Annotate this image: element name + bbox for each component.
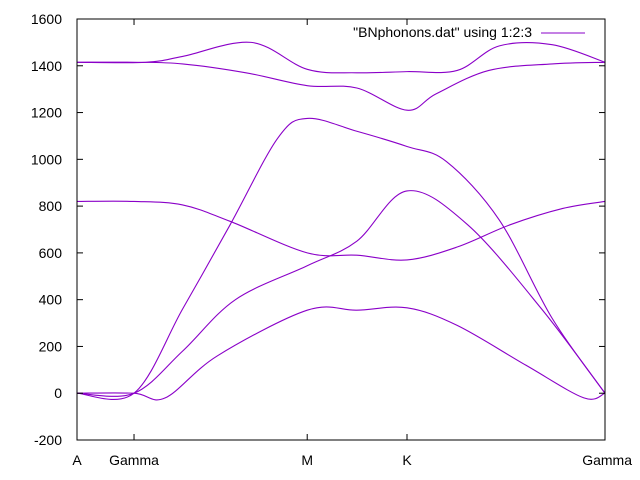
x-axis: A Gamma M K Gamma — [72, 19, 632, 468]
y-tick-label: 0 — [54, 385, 62, 401]
band-line-4 — [76, 200, 606, 261]
y-tick-label: 1200 — [31, 105, 62, 121]
x-tick-label: Gamma — [109, 452, 159, 468]
band-line-2 — [76, 190, 606, 397]
y-tick-label: 600 — [39, 245, 63, 261]
y-tick-label: 1000 — [31, 151, 62, 167]
x-tick-label: M — [301, 452, 313, 468]
y-tick-label: 200 — [39, 338, 63, 354]
legend: "BNphonons.dat" using 1:2:3 — [353, 24, 585, 40]
x-tick-label: Gamma — [582, 452, 632, 468]
y-tick-label: 1400 — [31, 58, 62, 74]
legend-label: "BNphonons.dat" using 1:2:3 — [353, 24, 532, 40]
band-line-1 — [76, 306, 606, 401]
band-line-6 — [76, 41, 606, 74]
band-line-5 — [76, 61, 606, 111]
y-axis: 1600 1400 1200 1000 800 600 400 200 0 -200 — [31, 11, 605, 448]
y-tick-label: 800 — [39, 198, 63, 214]
band-series-group — [76, 41, 606, 401]
y-tick-label: 1600 — [31, 11, 62, 27]
x-tick-label: K — [402, 452, 412, 468]
x-tick-label: A — [72, 452, 82, 468]
plot-frame — [76, 18, 606, 441]
y-tick-label: 400 — [39, 292, 63, 308]
band-line-3 — [76, 117, 606, 401]
y-tick-label: -200 — [34, 432, 62, 448]
